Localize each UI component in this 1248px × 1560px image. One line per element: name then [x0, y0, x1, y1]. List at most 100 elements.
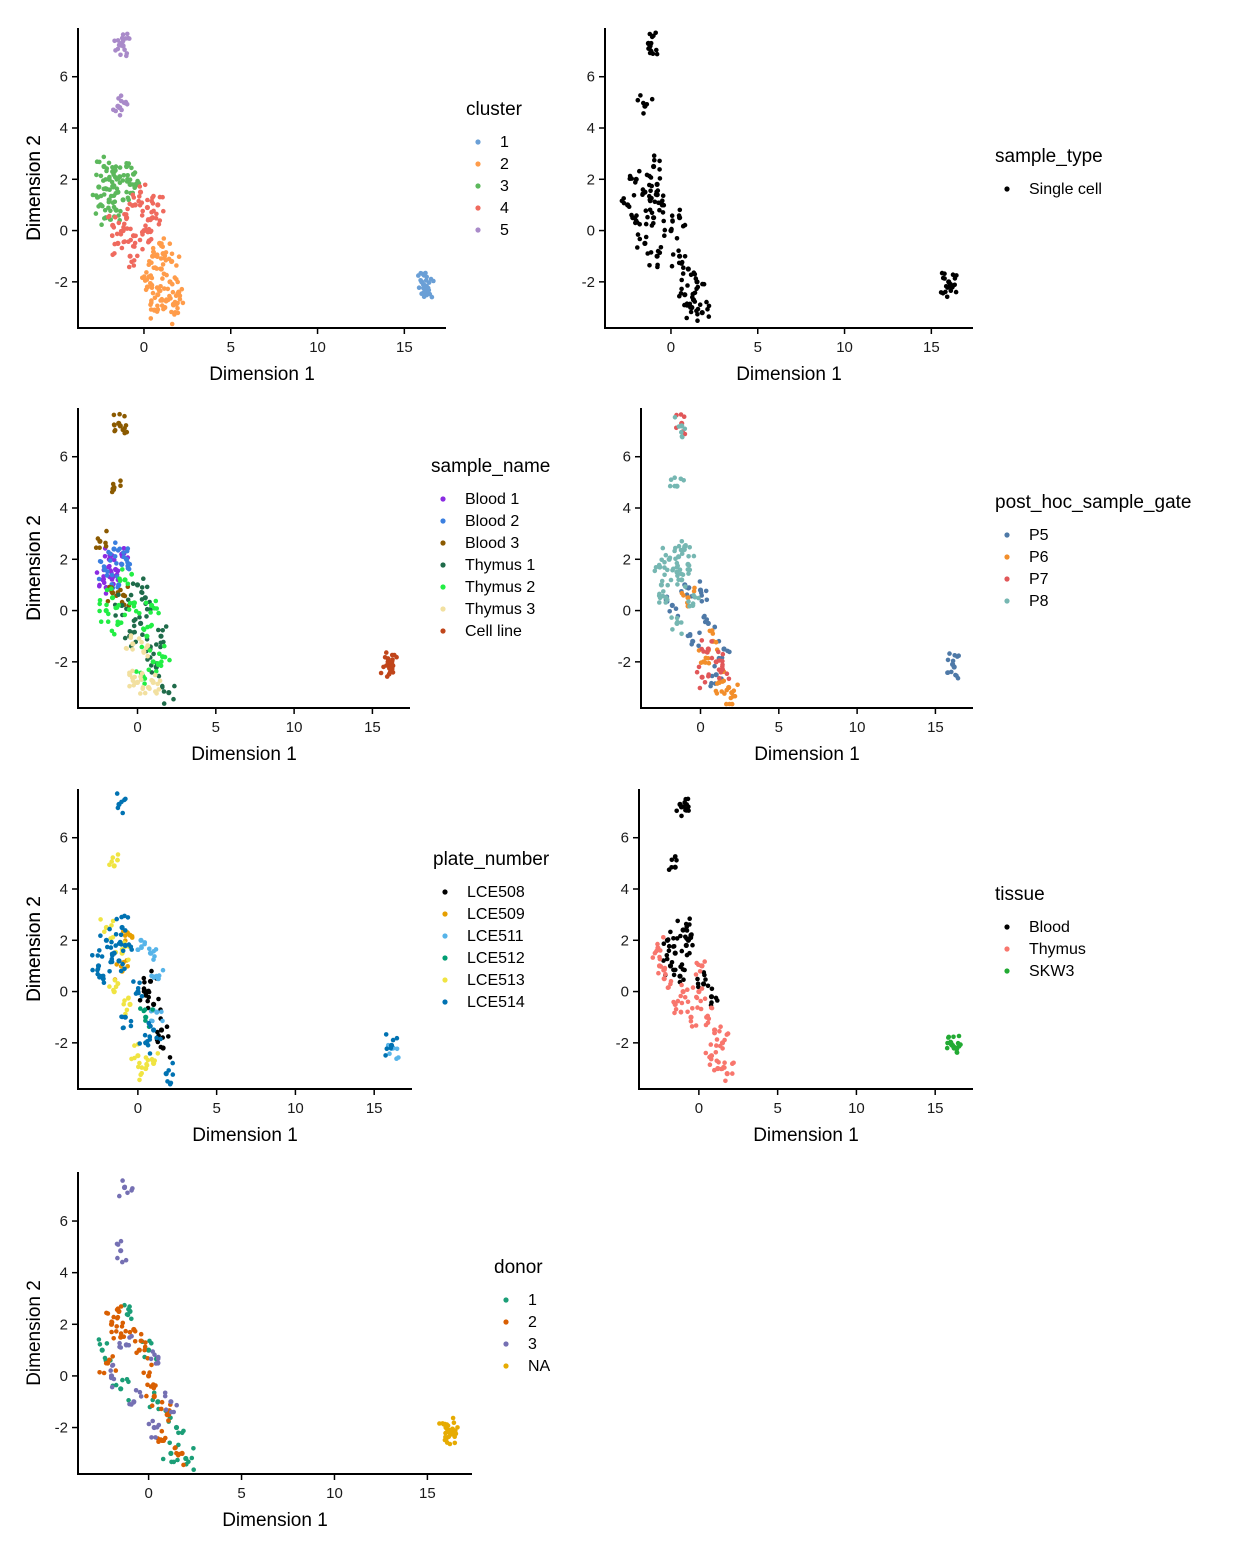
data-point [117, 1340, 122, 1346]
data-point [101, 1370, 107, 1376]
data-point [122, 413, 127, 419]
data-point [112, 241, 117, 247]
y-tick-label: 2 [621, 932, 629, 949]
data-point [152, 295, 158, 301]
legend-title: sample_type [995, 146, 1103, 167]
legend-label: Blood [1029, 919, 1070, 936]
legend: donor 1 2 3 NA [494, 1257, 551, 1375]
y-tick-label: 0 [623, 603, 631, 620]
data-point [658, 948, 663, 953]
data-point [707, 628, 713, 634]
data-point [115, 1255, 120, 1261]
data-point [712, 624, 717, 630]
data-point [706, 660, 712, 666]
data-point [121, 1025, 126, 1030]
data-point [122, 612, 128, 618]
data-point [134, 669, 139, 674]
data-point [149, 285, 155, 291]
data-point [692, 595, 698, 600]
legend-label: P7 [1029, 571, 1049, 588]
data-point [114, 962, 119, 967]
data-point [130, 675, 135, 681]
data-point [146, 994, 151, 1000]
legend-title: cluster [466, 99, 523, 120]
data-point [135, 947, 140, 952]
y-tick-label: 0 [587, 223, 595, 240]
data-point [654, 47, 659, 53]
data-point [724, 687, 729, 693]
data-point [106, 564, 111, 570]
data-point [656, 970, 661, 976]
data-point [689, 1024, 695, 1029]
data-point [126, 996, 131, 1001]
legend-swatch [475, 161, 481, 167]
data-point [138, 691, 143, 696]
data-point [159, 1438, 165, 1443]
data-point [672, 1010, 677, 1016]
legend-label: LCE508 [467, 884, 525, 901]
x-tick-label: 0 [140, 339, 148, 356]
data-point [128, 635, 134, 641]
data-point [133, 1388, 139, 1393]
data-point [129, 1316, 134, 1322]
data-point [156, 610, 161, 616]
data-point [120, 810, 125, 816]
data-point [172, 1445, 178, 1451]
data-point [705, 1013, 710, 1019]
data-point [674, 236, 680, 241]
data-point [97, 948, 102, 953]
data-point [121, 1334, 127, 1339]
data-point [155, 662, 161, 668]
data-point [175, 1453, 181, 1458]
data-point [717, 675, 722, 681]
data-point [122, 239, 127, 244]
data-point [651, 153, 657, 158]
data-point [681, 977, 686, 982]
y-tick-label: 2 [60, 551, 68, 568]
data-point [122, 942, 128, 949]
data-point [658, 964, 664, 969]
data-point [148, 610, 153, 615]
data-point [151, 651, 156, 657]
legend-swatch [442, 999, 448, 1005]
data-point [144, 633, 150, 639]
data-point [109, 939, 114, 945]
data-point [654, 192, 660, 198]
data-point [141, 986, 147, 991]
data-point [147, 1051, 153, 1056]
data-point [713, 672, 719, 678]
data-point [146, 239, 151, 245]
data-point [384, 1046, 390, 1051]
data-point [110, 918, 116, 924]
data-point [681, 804, 686, 809]
data-point [139, 1065, 145, 1070]
data-point [641, 100, 646, 106]
data-point [119, 561, 125, 568]
legend-swatch [442, 933, 448, 939]
data-point [685, 1009, 690, 1015]
data-point [149, 973, 154, 979]
data-point [394, 1046, 400, 1052]
data-point [135, 1053, 141, 1059]
y-tick-label: 6 [621, 830, 629, 847]
data-point [103, 1360, 109, 1366]
data-point [147, 648, 153, 653]
data-point [150, 290, 156, 296]
data-point [715, 998, 720, 1003]
data-point [682, 547, 687, 552]
data-point [667, 483, 673, 489]
data-point [105, 1311, 111, 1316]
data-point [149, 260, 154, 266]
data-point [667, 555, 673, 561]
data-point [944, 1045, 950, 1051]
data-point [708, 1056, 714, 1062]
data-point [632, 215, 638, 221]
legend-label: LCE511 [467, 928, 524, 945]
data-point [687, 603, 692, 609]
data-point [129, 571, 134, 577]
data-point [143, 1018, 148, 1023]
points-layer [93, 411, 399, 706]
data-point [714, 1043, 719, 1048]
points-layer [96, 1178, 460, 1472]
legend-label: Single cell [1029, 181, 1102, 198]
